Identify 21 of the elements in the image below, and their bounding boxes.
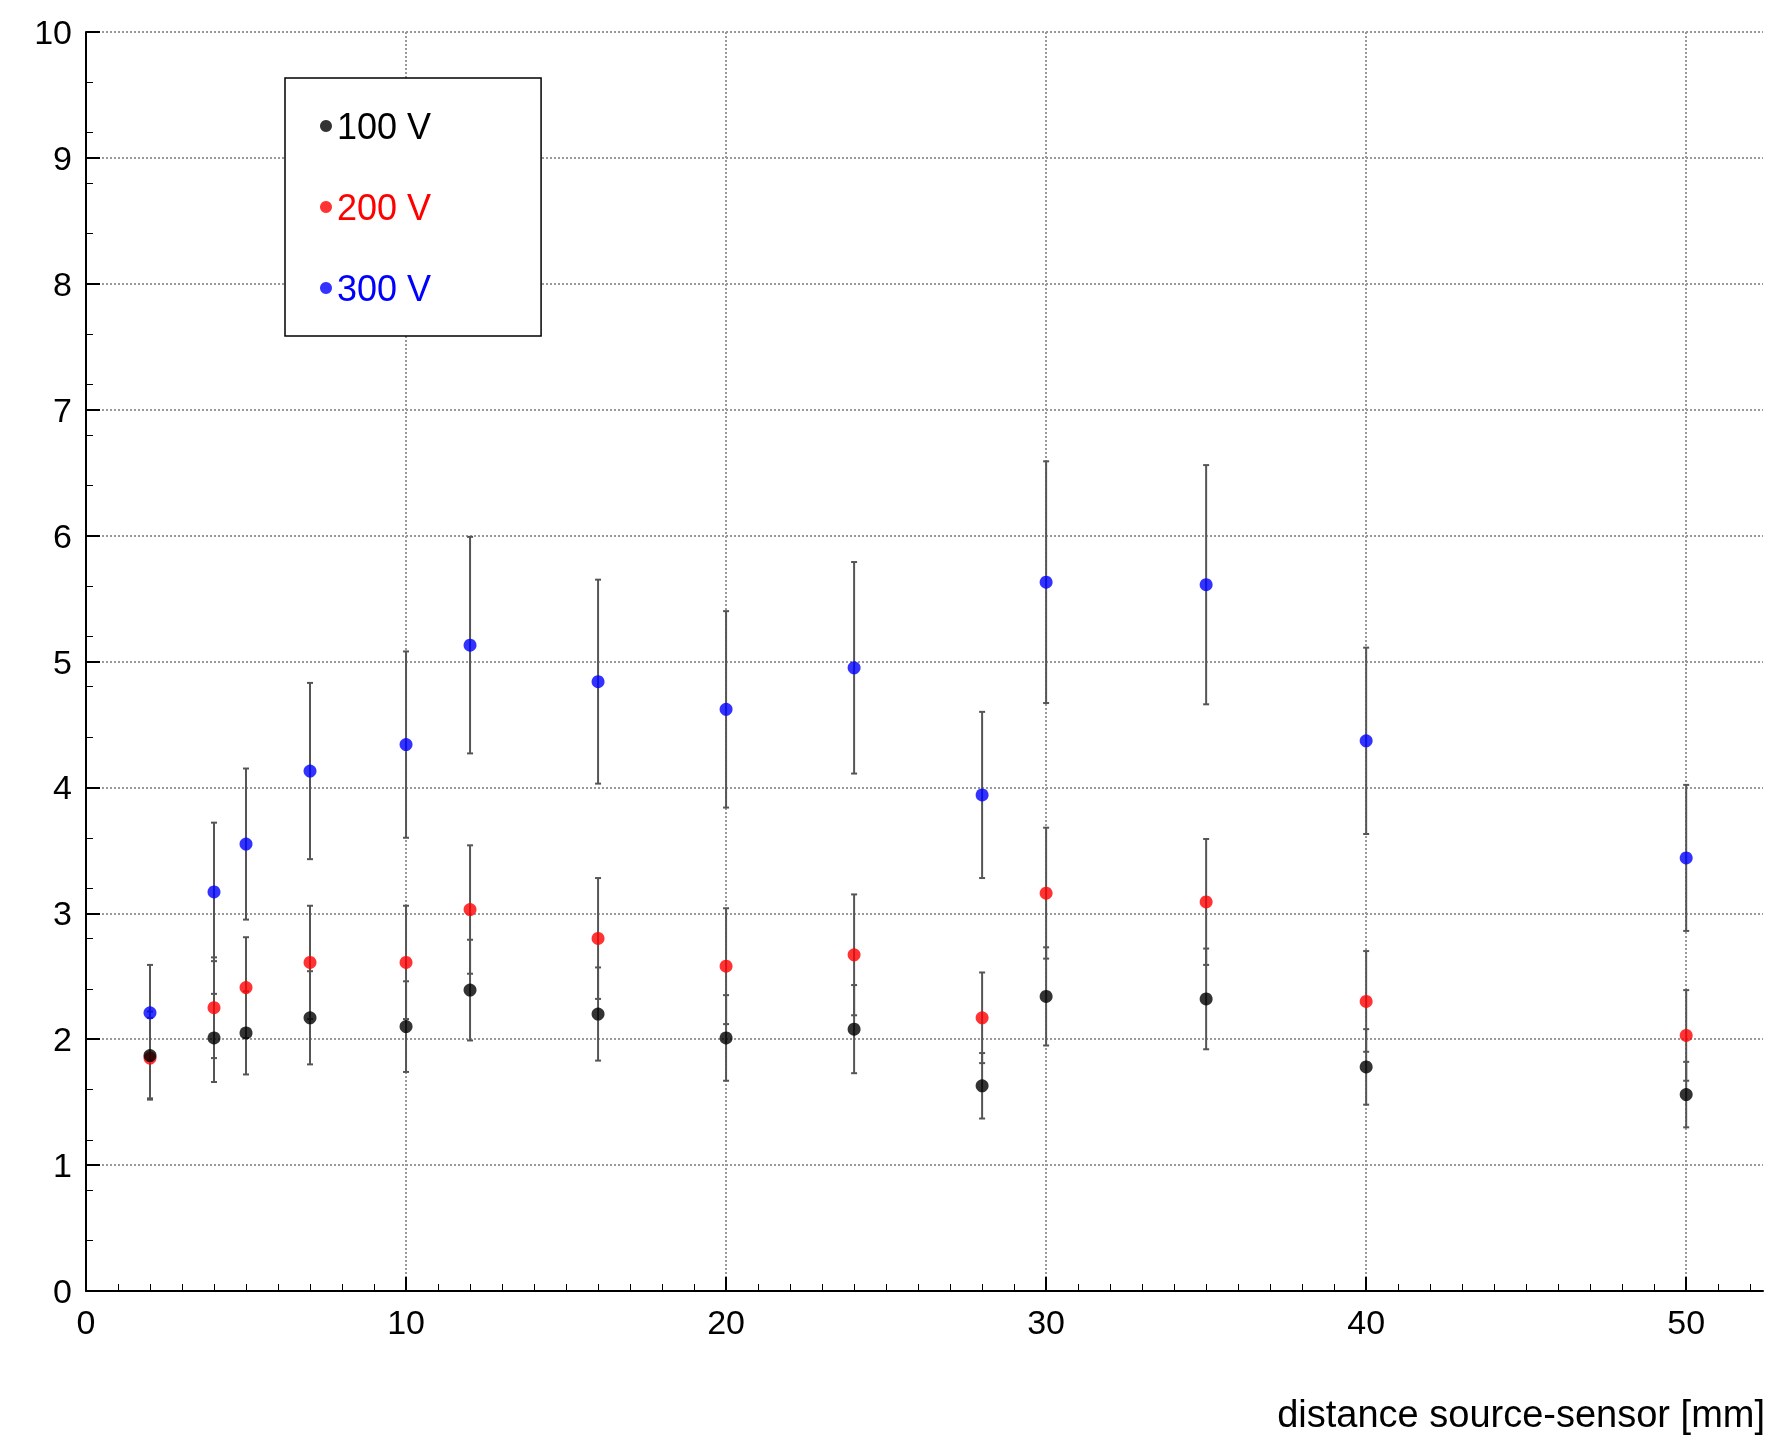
y-tick-label: 0 [53, 1272, 72, 1310]
x-tick-label: 40 [1347, 1303, 1386, 1341]
x-tick-label: 30 [1027, 1303, 1066, 1341]
x-axis-title: distance source-sensor [mm] [1277, 1393, 1765, 1435]
y-tick-label: 3 [53, 894, 72, 933]
y-tick-label: 10 [34, 13, 72, 51]
y-tick-label: 5 [53, 642, 72, 681]
x-tick-label: 20 [707, 1303, 745, 1341]
y-tick-label: 9 [53, 138, 72, 177]
y-tick-label: 8 [53, 264, 72, 303]
y-tick-label: 1 [53, 1146, 72, 1185]
y-tick-label: 7 [53, 390, 72, 429]
x-tick-label: 10 [387, 1303, 425, 1341]
y-tick-label: 6 [53, 516, 72, 555]
y-tick-label: 2 [53, 1020, 72, 1059]
legend-label: 100 V [337, 105, 432, 147]
legend-label: 300 V [337, 267, 432, 309]
x-tick-label: 0 [76, 1303, 96, 1341]
y-tick-label: 4 [53, 768, 72, 807]
legend-label: 200 V [337, 186, 432, 228]
x-tick-label: 50 [1667, 1303, 1706, 1341]
